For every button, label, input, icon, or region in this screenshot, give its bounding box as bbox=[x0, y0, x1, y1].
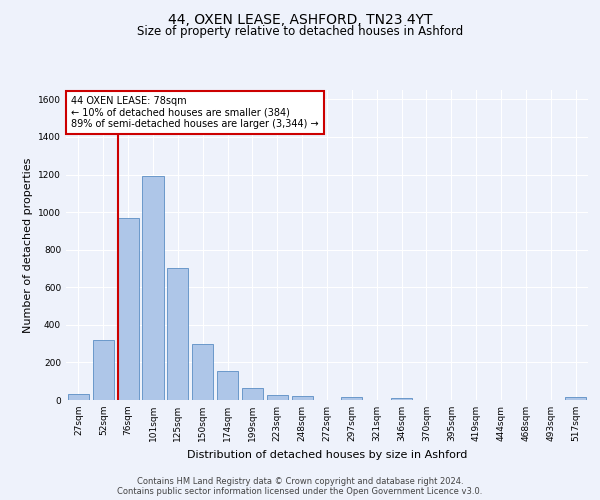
Bar bbox=[341, 397, 362, 400]
Bar bbox=[267, 396, 288, 400]
Y-axis label: Number of detached properties: Number of detached properties bbox=[23, 158, 32, 332]
Bar bbox=[68, 394, 89, 400]
Bar bbox=[167, 268, 188, 400]
Text: 44 OXEN LEASE: 78sqm
← 10% of detached houses are smaller (384)
89% of semi-deta: 44 OXEN LEASE: 78sqm ← 10% of detached h… bbox=[71, 96, 319, 130]
Bar bbox=[142, 176, 164, 400]
Bar bbox=[292, 396, 313, 400]
Bar bbox=[118, 218, 139, 400]
X-axis label: Distribution of detached houses by size in Ashford: Distribution of detached houses by size … bbox=[187, 450, 467, 460]
Text: Contains HM Land Registry data © Crown copyright and database right 2024.: Contains HM Land Registry data © Crown c… bbox=[137, 477, 463, 486]
Text: Contains public sector information licensed under the Open Government Licence v3: Contains public sector information licen… bbox=[118, 487, 482, 496]
Text: 44, OXEN LEASE, ASHFORD, TN23 4YT: 44, OXEN LEASE, ASHFORD, TN23 4YT bbox=[168, 12, 432, 26]
Bar bbox=[242, 388, 263, 400]
Text: Size of property relative to detached houses in Ashford: Size of property relative to detached ho… bbox=[137, 25, 463, 38]
Bar bbox=[192, 344, 213, 400]
Bar bbox=[217, 371, 238, 400]
Bar bbox=[565, 397, 586, 400]
Bar bbox=[391, 398, 412, 400]
Bar bbox=[93, 340, 114, 400]
